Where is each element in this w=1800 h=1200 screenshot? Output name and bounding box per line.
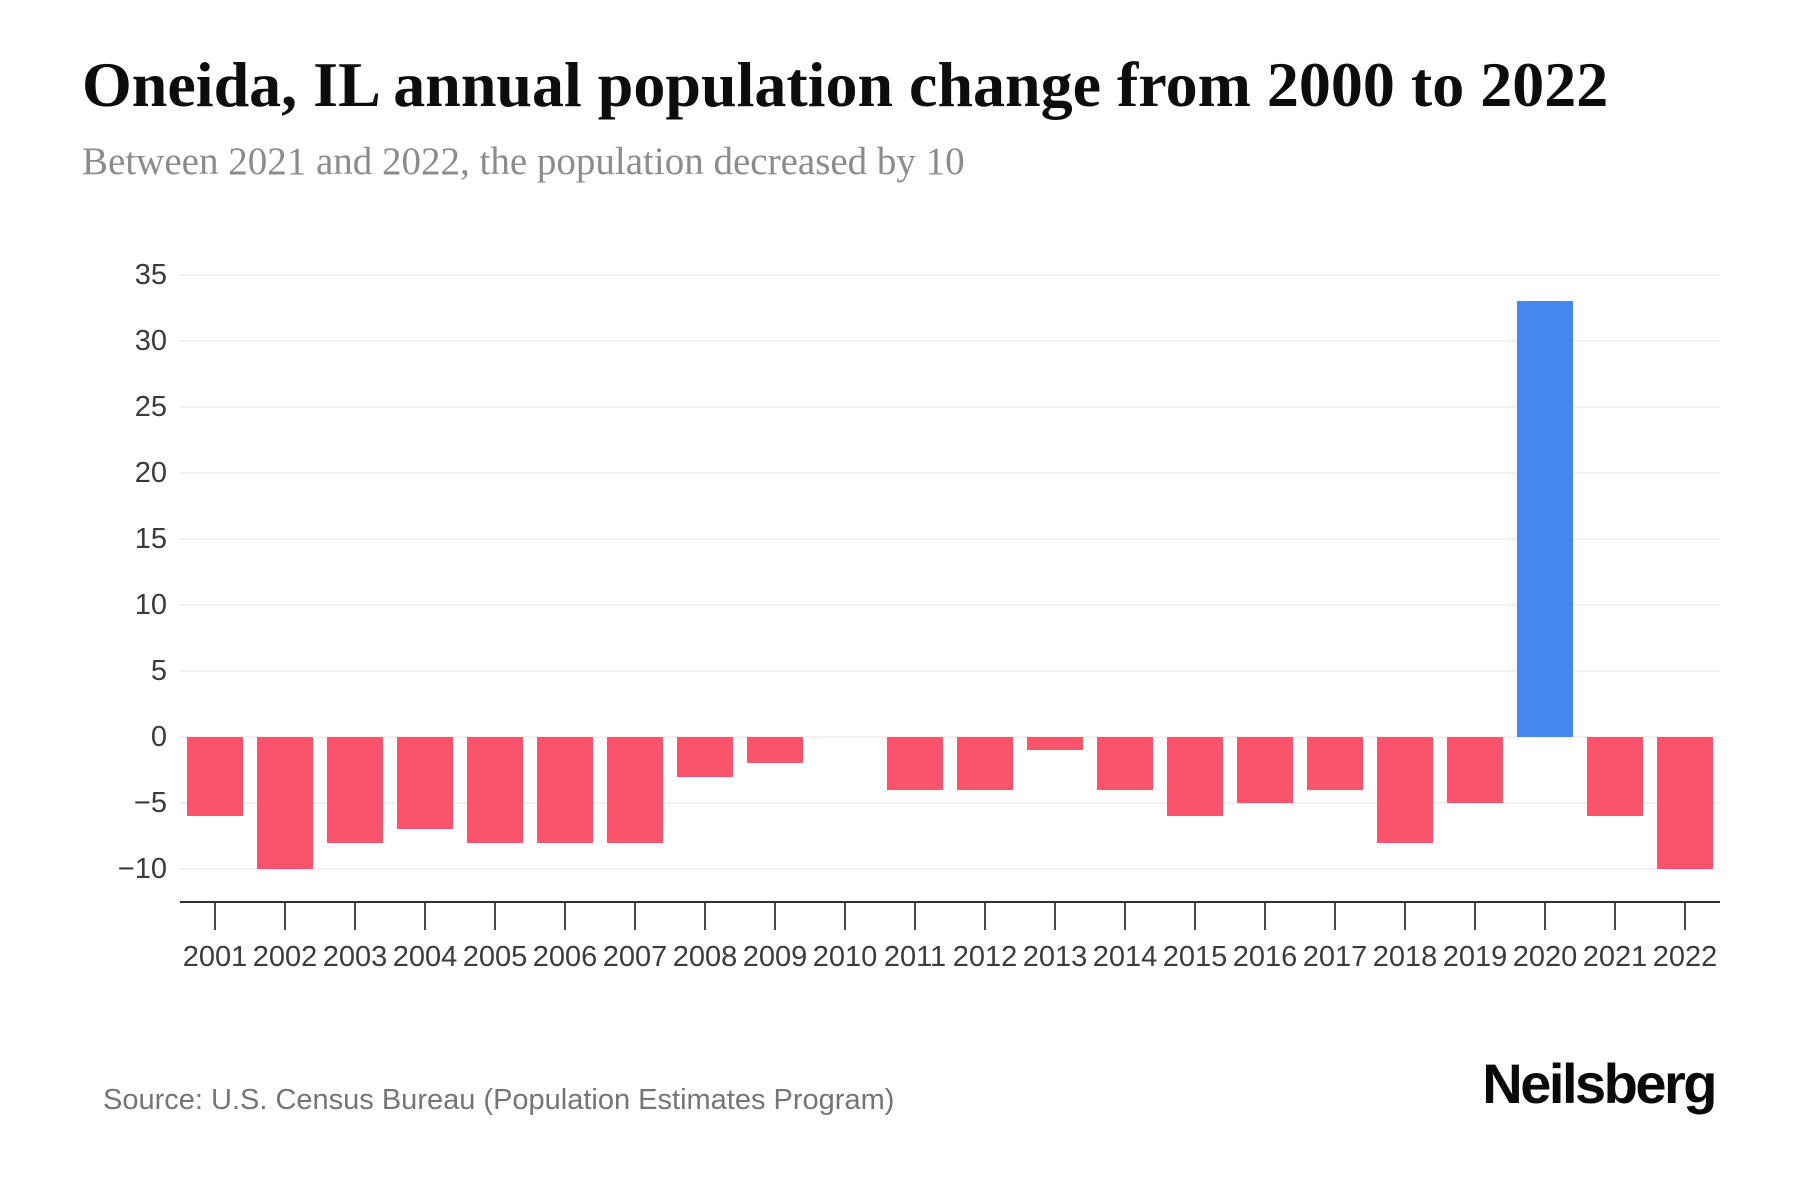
chart-subtitle: Between 2021 and 2022, the population de… [82,140,965,183]
x-tick-label-2008: 2008 [672,941,738,973]
x-tick-2003 [354,903,356,930]
gridline-0 [180,736,1720,738]
gridline-5 [180,670,1720,672]
gridline-20 [180,472,1720,474]
chart-title: Oneida, IL annual population change from… [82,49,1609,120]
x-tick-label-2014: 2014 [1092,941,1158,973]
x-tick-label-2003: 2003 [322,941,388,973]
bar-2013[interactable] [1027,737,1083,751]
y-tick-label-5: 5 [150,655,167,687]
x-tick-label-2019: 2019 [1442,941,1508,973]
x-tick-label-2020: 2020 [1512,941,1578,973]
bar-2020[interactable] [1517,301,1573,737]
x-tick-2007 [634,903,636,930]
bar-2008[interactable] [677,737,733,777]
x-tick-label-2021: 2021 [1582,941,1648,973]
x-tick-label-2006: 2006 [532,941,598,973]
x-tick-2012 [984,903,986,930]
y-tick-label-25: 25 [134,391,167,423]
x-tick-2017 [1334,903,1336,930]
x-tick-label-2001: 2001 [182,941,248,973]
bar-2015[interactable] [1167,737,1223,817]
x-tick-2018 [1404,903,1406,930]
x-tick-2022 [1684,903,1686,930]
gridline-30 [180,340,1720,342]
bar-2006[interactable] [537,737,593,843]
x-tick-label-2010: 2010 [812,941,878,973]
y-tick-label-20: 20 [134,457,167,489]
gridline-−5 [180,802,1720,804]
x-tick-2013 [1054,903,1056,930]
bar-2014[interactable] [1097,737,1153,790]
gridline-−10 [180,868,1720,870]
bar-2004[interactable] [397,737,453,830]
x-tick-2011 [914,903,916,930]
bar-2016[interactable] [1237,737,1293,803]
bar-2011[interactable] [887,737,943,790]
x-tick-label-2009: 2009 [742,941,808,973]
bar-2019[interactable] [1447,737,1503,803]
x-tick-2004 [424,903,426,930]
gridline-10 [180,604,1720,606]
x-tick-2006 [564,903,566,930]
bar-2021[interactable] [1587,737,1643,817]
bar-2022[interactable] [1657,737,1713,869]
y-tick-label-−5: −5 [133,787,167,819]
x-tick-label-2017: 2017 [1302,941,1368,973]
x-axis-line [180,901,1720,903]
x-tick-2019 [1474,903,1476,930]
bar-2003[interactable] [327,737,383,843]
x-tick-2014 [1124,903,1126,930]
bar-2012[interactable] [957,737,1013,790]
x-tick-2001 [214,903,216,930]
x-tick-2002 [284,903,286,930]
x-tick-label-2007: 2007 [602,941,668,973]
x-tick-label-2013: 2013 [1022,941,1088,973]
bar-2005[interactable] [467,737,523,843]
x-tick-2005 [494,903,496,930]
x-tick-label-2005: 2005 [462,941,528,973]
x-tick-2010 [844,903,846,930]
gridline-25 [180,406,1720,408]
bar-2017[interactable] [1307,737,1363,790]
x-tick-label-2011: 2011 [883,941,947,973]
x-tick-2020 [1544,903,1546,930]
bar-2007[interactable] [607,737,663,843]
neilsberg-logo: Neilsberg [1482,1052,1717,1115]
x-tick-label-2018: 2018 [1372,941,1438,973]
x-tick-label-2002: 2002 [252,941,318,973]
gridline-35 [180,274,1720,276]
source-note: Source: U.S. Census Bureau (Population E… [103,1084,895,1116]
x-tick-2009 [774,903,776,930]
bar-2002[interactable] [257,737,313,869]
y-tick-label-10: 10 [134,589,167,621]
y-tick-label-0: 0 [150,721,167,753]
x-tick-label-2004: 2004 [392,941,458,973]
bar-2009[interactable] [747,737,803,764]
x-tick-2008 [704,903,706,930]
x-tick-2021 [1614,903,1616,930]
x-tick-2016 [1264,903,1266,930]
x-tick-2015 [1194,903,1196,930]
y-tick-label-15: 15 [134,523,167,555]
x-tick-label-2015: 2015 [1162,941,1228,973]
x-tick-label-2016: 2016 [1232,941,1298,973]
y-tick-label-35: 35 [134,259,167,291]
x-tick-label-2022: 2022 [1652,941,1718,973]
bar-2018[interactable] [1377,737,1433,843]
gridline-15 [180,538,1720,540]
x-tick-label-2012: 2012 [952,941,1018,973]
y-tick-label-30: 30 [134,325,167,357]
y-tick-label-−10: −10 [117,853,167,885]
bar-2001[interactable] [187,737,243,817]
